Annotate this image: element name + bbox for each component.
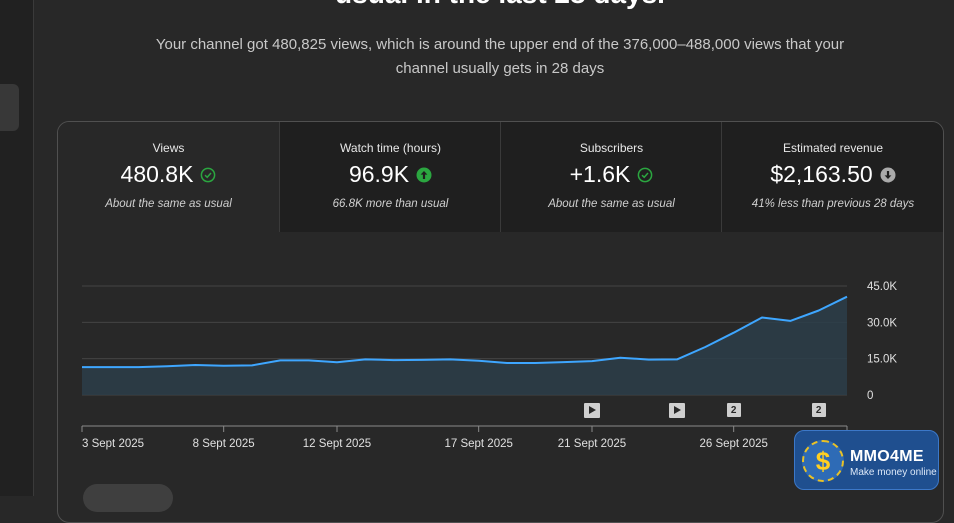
check-circle-icon: [637, 167, 653, 183]
metric-note: About the same as usual: [548, 198, 675, 210]
watermark-title: MMO4ME: [850, 448, 924, 465]
metric-tab-views[interactable]: Views 480.8K About the same as usual: [58, 122, 279, 232]
page-headline: usual in the last 28 days.: [300, 0, 700, 10]
views-area: [82, 296, 847, 395]
arrow-up-circle-icon: [416, 167, 432, 183]
video-marker-icon[interactable]: [669, 403, 685, 418]
video-count-badge[interactable]: 2: [726, 403, 741, 417]
video-marker-icon[interactable]: [584, 403, 600, 418]
metric-value: 96.9K: [348, 161, 410, 187]
left-rail: [0, 0, 34, 496]
metric-value-row: 96.9K: [280, 161, 501, 188]
x-tick-label: 21 Sept 2025: [558, 438, 626, 450]
x-tick-label: 17 Sept 2025: [444, 438, 512, 450]
views-line: [82, 295, 848, 369]
metric-tab-revenue[interactable]: Estimated revenue $2,163.50 41% less tha…: [721, 122, 943, 232]
see-more-button[interactable]: [83, 484, 173, 512]
y-tick-label: 30.0K: [867, 317, 897, 329]
check-circle-icon: [200, 167, 216, 183]
metric-value-row: +1.6K: [501, 161, 722, 188]
metric-value: $2,163.50: [770, 161, 873, 187]
metric-note: 66.8K more than usual: [332, 198, 449, 210]
metric-value-row: $2,163.50: [722, 161, 943, 188]
metric-value: 480.8K: [120, 161, 194, 187]
metric-value-row: 480.8K: [58, 161, 279, 188]
summary-description: Your channel got 480,825 views, which is…: [155, 36, 845, 77]
metric-note: 41% less than previous 28 days: [751, 198, 915, 210]
arrow-down-circle-icon: [880, 167, 896, 183]
metric-note: About the same as usual: [105, 198, 232, 210]
metric-value: +1.6K: [569, 161, 631, 187]
metric-tabs: Views 480.8K About the same as usual Wat…: [58, 122, 943, 232]
y-tick-label: 45.0K: [867, 281, 897, 293]
metric-label: Estimated revenue: [782, 141, 884, 155]
x-tick-label: 3 Sept 2025: [82, 438, 144, 450]
y-tick-label: 15.0K: [867, 354, 897, 366]
dollar-icon: $: [802, 440, 844, 482]
y-tick-label: 0: [867, 390, 873, 402]
x-tick-label: 12 Sept 2025: [303, 438, 371, 450]
views-chart: 45.0K 30.0K 15.0K 0 3 Sept 2025 8 Sept 2025 12…: [81, 281, 897, 450]
watermark-logo: $ MMO4ME Make money online: [794, 430, 939, 490]
metric-label: Subscribers: [579, 141, 644, 155]
metric-tab-subscribers[interactable]: Subscribers +1.6K About the same as usua…: [500, 122, 722, 232]
metric-label: Views: [152, 141, 185, 155]
watermark-subtitle: Make money online: [850, 467, 937, 478]
rail-tab[interactable]: [0, 84, 19, 131]
x-tick-label: 8 Sept 2025: [193, 438, 255, 450]
x-tick-label: 26 Sept 2025: [699, 438, 767, 450]
metric-tab-watch-time[interactable]: Watch time (hours) 96.9K 66.8K more than…: [279, 122, 501, 232]
metric-label: Watch time (hours): [340, 141, 441, 155]
video-count-badge[interactable]: 2: [811, 403, 826, 417]
